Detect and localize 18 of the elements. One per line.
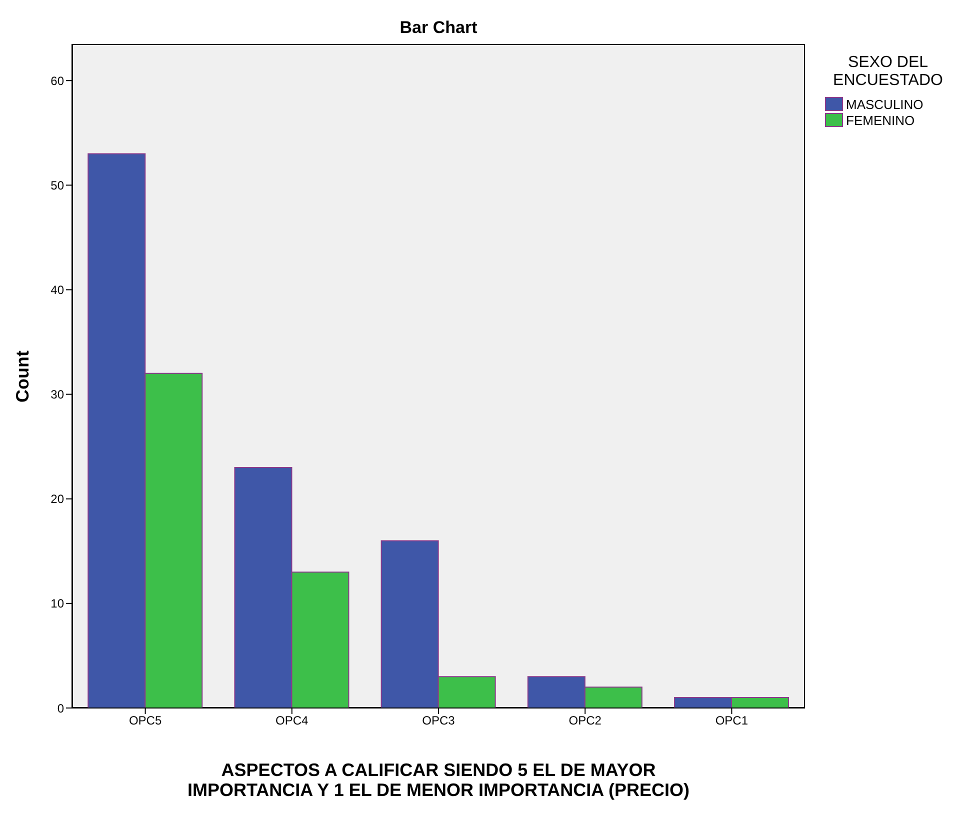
x-tick-label: OPC1: [715, 714, 748, 728]
x-tick-label: OPC2: [568, 714, 602, 728]
y-tick-label: 20: [50, 492, 64, 506]
y-tick-label: 50: [50, 178, 64, 192]
x-axis-title: ASPECTOS A CALIFICAR SIENDO 5 EL DE MAYOR IMPORTANCIA Y 1 EL DE MENOR IMPORTANCIA (PRECIO): [186, 760, 691, 800]
y-tick-label: 40: [50, 282, 64, 297]
x-tick-label: OPC3: [422, 714, 456, 728]
y-tick-label: 10: [50, 596, 64, 611]
y-axis-title: Count: [12, 350, 34, 402]
legend-title: SEXO DEL ENCUESTADO: [832, 54, 944, 90]
legend-label: FEMENINO: [846, 112, 915, 128]
y-tick-label: 30: [50, 388, 64, 402]
legend-label: MASCULINO: [846, 96, 924, 112]
y-tick-label: 60: [50, 74, 64, 88]
chart-title: Bar Chart: [398, 18, 478, 38]
x-tick-label: OPC4: [276, 714, 309, 728]
y-tick-label: 0: [57, 701, 64, 716]
x-tick-label: OPC5: [128, 714, 162, 728]
